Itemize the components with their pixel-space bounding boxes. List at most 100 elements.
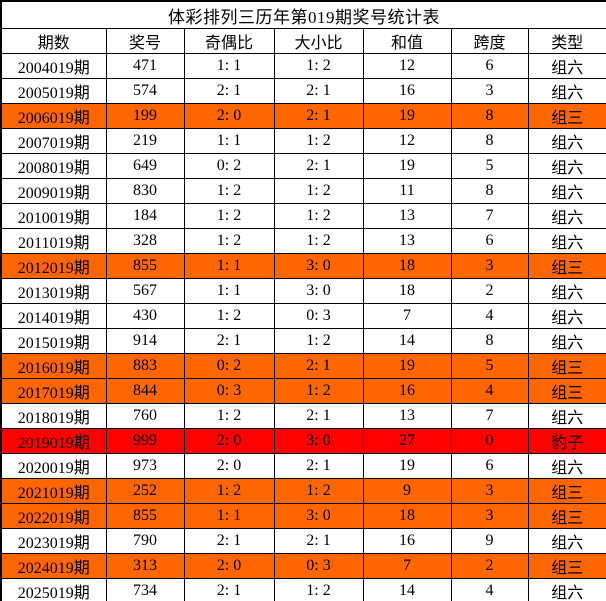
cell-big-small-ratio: 1: 2 — [273, 478, 364, 504]
cell-number: 574 — [105, 78, 185, 104]
cell-type: 组六 — [527, 128, 606, 154]
cell-period: 2024019期 — [0, 553, 107, 579]
cell-span: 6 — [450, 228, 529, 254]
col-big-small-ratio: 大小比 — [273, 28, 364, 54]
cell-odd-even-ratio: 1: 2 — [183, 403, 275, 429]
cell-number: 471 — [105, 53, 185, 79]
cell-number: 219 — [105, 128, 185, 154]
cell-odd-even-ratio: 1: 2 — [183, 228, 275, 254]
table-row: 2005019期 574 2: 1 2: 1 16 3 组六 — [0, 78, 606, 104]
table-row: 2017019期 844 0: 3 1: 2 16 4 组三 — [0, 378, 606, 404]
col-period: 期数 — [0, 28, 107, 54]
cell-span: 0 — [450, 428, 529, 454]
cell-period: 2008019期 — [0, 153, 107, 179]
cell-odd-even-ratio: 2: 1 — [183, 528, 275, 554]
cell-number: 844 — [105, 378, 185, 404]
cell-sum: 19 — [362, 103, 452, 129]
cell-period: 2023019期 — [0, 528, 107, 554]
cell-period: 2015019期 — [0, 328, 107, 354]
cell-big-small-ratio: 1: 2 — [273, 178, 364, 204]
col-number: 奖号 — [105, 28, 185, 54]
cell-big-small-ratio: 2: 1 — [273, 528, 364, 554]
cell-sum: 12 — [362, 128, 452, 154]
col-sum: 和值 — [362, 28, 452, 54]
cell-number: 328 — [105, 228, 185, 254]
cell-odd-even-ratio: 1: 1 — [183, 53, 275, 79]
cell-type: 组三 — [527, 378, 606, 404]
cell-big-small-ratio: 3: 0 — [273, 253, 364, 279]
cell-big-small-ratio: 3: 0 — [273, 278, 364, 304]
cell-type: 组三 — [527, 353, 606, 379]
cell-number: 649 — [105, 153, 185, 179]
cell-odd-even-ratio: 2: 1 — [183, 328, 275, 354]
cell-span: 8 — [450, 103, 529, 129]
cell-span: 8 — [450, 178, 529, 204]
table-row: 2014019期 430 1: 2 0: 3 7 4 组六 — [0, 303, 606, 329]
table-row: 2025019期 734 2: 1 1: 2 14 4 组六 — [0, 578, 606, 601]
cell-odd-even-ratio: 1: 2 — [183, 178, 275, 204]
cell-span: 2 — [450, 553, 529, 579]
cell-period: 2007019期 — [0, 128, 107, 154]
cell-big-small-ratio: 2: 1 — [273, 403, 364, 429]
title-row: 体彩排列三历年第019期奖号统计表 — [0, 0, 606, 29]
cell-odd-even-ratio: 2: 1 — [183, 78, 275, 104]
cell-span: 8 — [450, 328, 529, 354]
cell-big-small-ratio: 3: 0 — [273, 428, 364, 454]
cell-odd-even-ratio: 0: 3 — [183, 378, 275, 404]
col-odd-even-ratio: 奇偶比 — [183, 28, 275, 54]
cell-type: 组六 — [527, 78, 606, 104]
table-row: 2006019期 199 2: 0 2: 1 19 8 组三 — [0, 103, 606, 129]
cell-type: 组三 — [527, 503, 606, 529]
cell-number: 973 — [105, 453, 185, 479]
cell-span: 7 — [450, 403, 529, 429]
cell-sum: 7 — [362, 303, 452, 329]
cell-number: 914 — [105, 328, 185, 354]
cell-type: 组六 — [527, 528, 606, 554]
cell-span: 5 — [450, 153, 529, 179]
cell-big-small-ratio: 0: 3 — [273, 303, 364, 329]
cell-number: 567 — [105, 278, 185, 304]
cell-big-small-ratio: 1: 2 — [273, 203, 364, 229]
cell-odd-even-ratio: 1: 1 — [183, 503, 275, 529]
cell-big-small-ratio: 1: 2 — [273, 378, 364, 404]
cell-number: 430 — [105, 303, 185, 329]
cell-odd-even-ratio: 1: 1 — [183, 278, 275, 304]
cell-type: 组六 — [527, 403, 606, 429]
cell-big-small-ratio: 1: 2 — [273, 53, 364, 79]
cell-period: 2018019期 — [0, 403, 107, 429]
cell-span: 3 — [450, 503, 529, 529]
cell-type: 组六 — [527, 303, 606, 329]
cell-sum: 19 — [362, 453, 452, 479]
cell-span: 4 — [450, 578, 529, 601]
cell-number: 184 — [105, 203, 185, 229]
cell-period: 2021019期 — [0, 478, 107, 504]
cell-type: 组六 — [527, 178, 606, 204]
table-row: 2021019期 252 1: 2 1: 2 9 3 组三 — [0, 478, 606, 504]
cell-span: 5 — [450, 353, 529, 379]
cell-number: 830 — [105, 178, 185, 204]
table-row: 2013019期 567 1: 1 3: 0 18 2 组六 — [0, 278, 606, 304]
col-type: 类型 — [527, 28, 606, 54]
cell-period: 2022019期 — [0, 503, 107, 529]
cell-period: 2011019期 — [0, 228, 107, 254]
table-row: 2004019期 471 1: 1 1: 2 12 6 组六 — [0, 53, 606, 79]
cell-big-small-ratio: 2: 1 — [273, 453, 364, 479]
cell-sum: 11 — [362, 178, 452, 204]
cell-period: 2004019期 — [0, 53, 107, 79]
cell-sum: 14 — [362, 328, 452, 354]
cell-odd-even-ratio: 1: 1 — [183, 128, 275, 154]
cell-odd-even-ratio: 1: 2 — [183, 478, 275, 504]
cell-number: 252 — [105, 478, 185, 504]
cell-sum: 7 — [362, 553, 452, 579]
cell-type: 组六 — [527, 153, 606, 179]
table-row: 2018019期 760 1: 2 2: 1 13 7 组六 — [0, 403, 606, 429]
cell-odd-even-ratio: 1: 2 — [183, 303, 275, 329]
table-row: 2023019期 790 2: 1 2: 1 16 9 组六 — [0, 528, 606, 554]
table-row: 2019019期 999 2: 0 3: 0 27 0 豹子 — [0, 428, 606, 454]
table-row: 2012019期 855 1: 1 3: 0 18 3 组三 — [0, 253, 606, 279]
cell-span: 8 — [450, 128, 529, 154]
col-span: 跨度 — [450, 28, 529, 54]
cell-period: 2025019期 — [0, 578, 107, 601]
cell-odd-even-ratio: 2: 0 — [183, 453, 275, 479]
cell-period: 2014019期 — [0, 303, 107, 329]
